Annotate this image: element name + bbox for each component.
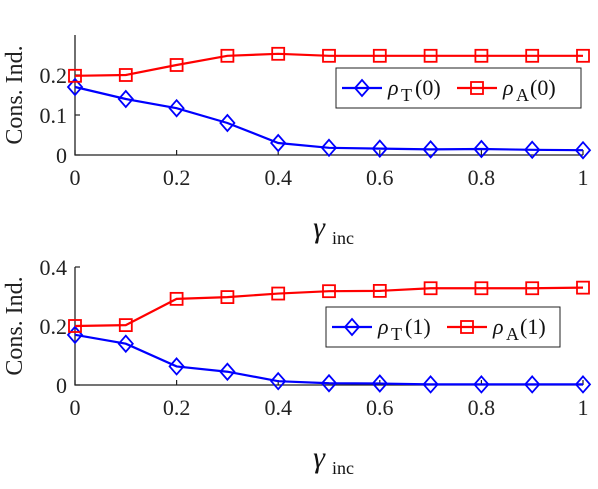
series-line-t <box>74 333 583 386</box>
data-point-diamond <box>219 362 236 382</box>
data-point-diamond <box>320 373 338 393</box>
series-line-t <box>74 85 584 152</box>
data-point-diamond <box>473 139 490 159</box>
data-point-square <box>220 48 235 63</box>
data-point-diamond <box>168 357 185 376</box>
data-point-square <box>322 48 336 63</box>
data-point-square <box>118 68 133 82</box>
x-axis-label: γ <box>313 441 326 474</box>
data-point-diamond <box>371 374 388 393</box>
x-tick-label: 0.8 <box>468 165 496 190</box>
data-point-square <box>68 68 82 83</box>
x-tick-label: 0.2 <box>163 165 191 190</box>
data-point-square <box>68 319 82 333</box>
data-point-diamond <box>524 375 541 394</box>
legend-label: ρ <box>502 75 514 100</box>
legend-marker-diamond <box>343 317 361 337</box>
x-tick-label: 1 <box>578 165 589 190</box>
data-point-square <box>576 280 590 295</box>
data-point-diamond <box>320 138 338 158</box>
series-line-a <box>74 52 583 77</box>
x-axis-label-subscript: inc <box>332 458 354 478</box>
data-point-diamond <box>574 140 592 160</box>
legend-label-suffix: (0) <box>415 75 441 100</box>
legend-label: ρ <box>387 75 399 100</box>
legend-label-suffix: (0) <box>530 75 556 100</box>
data-point-diamond <box>422 140 439 159</box>
data-point-square <box>372 283 387 298</box>
x-tick-label: 0.4 <box>264 395 292 420</box>
data-point-diamond <box>66 77 84 97</box>
legend-label: ρ <box>377 314 389 339</box>
data-point-square <box>423 281 438 296</box>
data-point-diamond <box>219 113 236 133</box>
x-tick-label: 0.6 <box>366 395 394 420</box>
x-tick-label: 1 <box>578 395 589 420</box>
data-point-square <box>525 281 540 296</box>
x-tick-label: 0.8 <box>468 395 496 420</box>
legend-label-subscript: A <box>506 324 519 344</box>
data-point-diamond <box>270 371 287 391</box>
legend-marker-diamond <box>353 78 371 98</box>
y-axis-label: Cons. Ind. <box>2 276 28 375</box>
x-tick-label: 0 <box>70 395 81 420</box>
data-point-square <box>169 58 184 72</box>
y-tick-label: 0.1 <box>40 103 68 128</box>
y-tick-label: 0 <box>56 143 67 168</box>
data-point-square <box>525 48 540 63</box>
x-axis-label: γ <box>313 211 326 244</box>
data-point-square <box>322 284 336 299</box>
data-point-square <box>271 286 286 301</box>
legend: ρ T (1) ρ A (1) <box>325 306 561 348</box>
legend-label-suffix: (1) <box>405 314 431 339</box>
data-point-square <box>372 48 387 63</box>
x-tick-label: 0.2 <box>163 395 191 420</box>
data-point-square <box>118 318 133 333</box>
y-tick-label: 0.2 <box>40 63 68 88</box>
data-point-square <box>220 290 235 304</box>
legend-marker-square <box>460 320 474 334</box>
data-point-diamond <box>422 375 439 394</box>
data-point-square <box>423 48 438 63</box>
data-point-diamond <box>574 375 592 394</box>
data-point-diamond <box>473 375 490 394</box>
x-tick-label: 0.6 <box>366 165 394 190</box>
x-axis-label-subscript: inc <box>332 228 354 248</box>
data-point-diamond <box>524 140 541 160</box>
data-point-diamond <box>168 98 185 118</box>
y-tick-label: 0 <box>56 373 67 398</box>
legend-marker-square <box>470 81 484 95</box>
data-point-square <box>576 48 590 63</box>
legend-label-subscript: T <box>391 324 402 344</box>
data-point-square <box>474 48 489 63</box>
data-point-diamond <box>371 139 388 158</box>
data-point-square <box>169 291 184 306</box>
x-tick-label: 0 <box>70 165 81 190</box>
data-point-square <box>474 281 489 296</box>
legend-label: ρ <box>492 314 504 339</box>
data-point-diamond <box>117 334 134 354</box>
legend-label-suffix: (1) <box>520 314 546 339</box>
y-axis-label: Cons. Ind. <box>2 45 28 144</box>
series-line-a <box>74 286 584 328</box>
legend-label-subscript: A <box>516 85 529 105</box>
data-point-diamond <box>117 89 134 109</box>
data-point-square <box>271 46 286 61</box>
x-tick-label: 0.4 <box>264 165 292 190</box>
y-tick-label: 0.2 <box>40 314 68 339</box>
y-tick-label: 0.4 <box>40 255 68 280</box>
legend: ρ T (0) ρ A (0) <box>335 67 582 109</box>
legend-label-subscript: T <box>401 85 412 105</box>
data-point-diamond <box>270 133 287 153</box>
